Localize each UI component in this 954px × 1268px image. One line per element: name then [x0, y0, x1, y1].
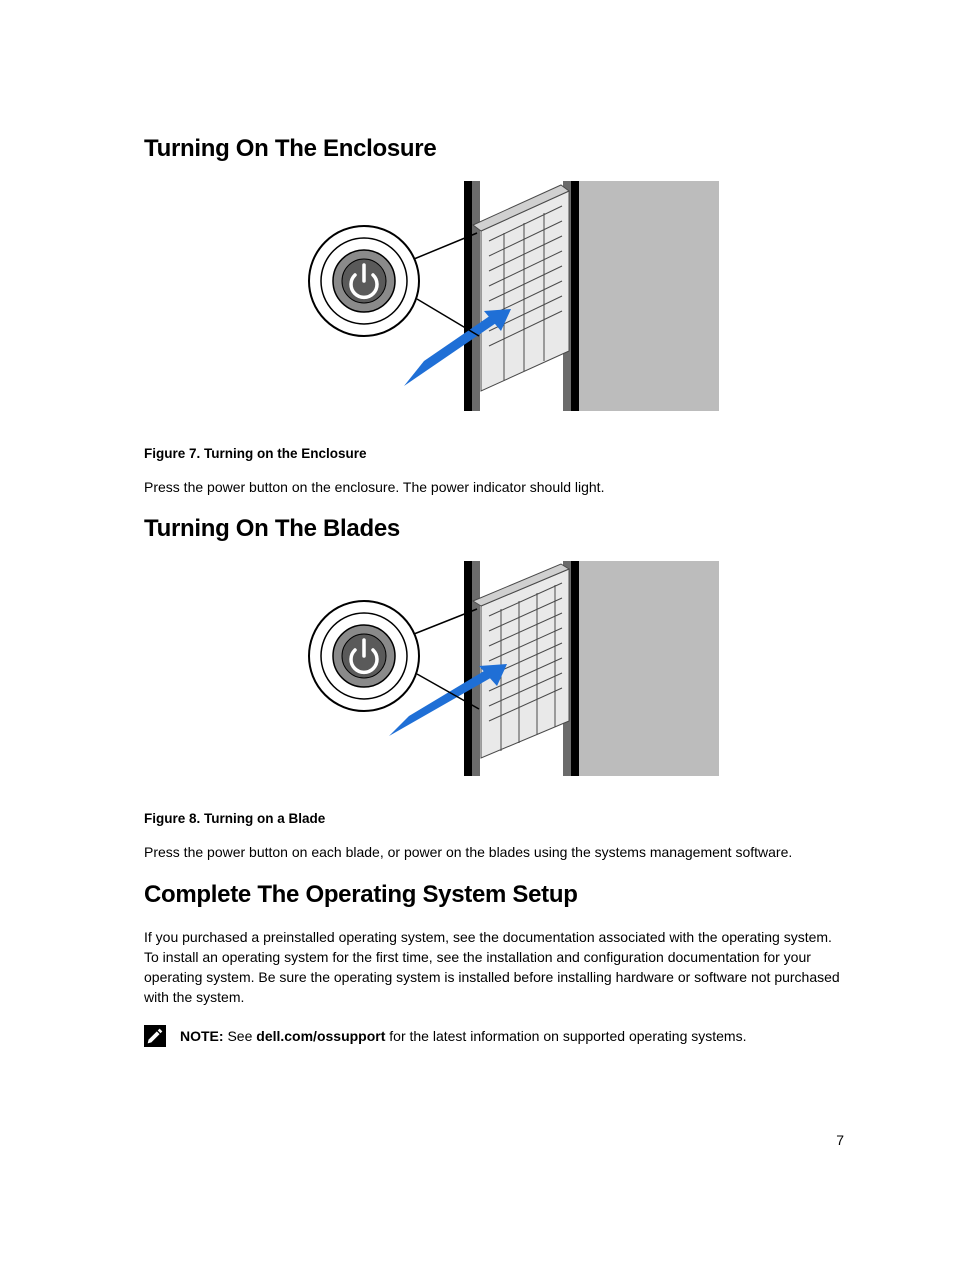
note-link-text: dell.com/ossupport — [256, 1028, 385, 1044]
note-text: NOTE: See dell.com/ossupport for the lat… — [180, 1026, 746, 1046]
note-post: for the latest information on supported … — [385, 1028, 746, 1044]
figure-7-container — [144, 181, 844, 416]
heading-turning-on-blades: Turning On The Blades — [144, 515, 844, 543]
note-label: NOTE: — [180, 1028, 224, 1044]
section3-body: If you purchased a preinstalled operatin… — [144, 927, 844, 1008]
section1-body: Press the power button on the enclosure.… — [144, 477, 844, 497]
note-block: NOTE: See dell.com/ossupport for the lat… — [144, 1026, 844, 1047]
figure-7-caption: Figure 7. Turning on the Enclosure — [144, 446, 844, 461]
section2-body: Press the power button on each blade, or… — [144, 842, 844, 862]
heading-complete-os-setup: Complete The Operating System Setup — [144, 881, 844, 909]
figure-8-container — [144, 561, 844, 781]
note-icon — [144, 1025, 166, 1047]
note-pre: See — [224, 1028, 257, 1044]
figure-7-illustration — [269, 181, 719, 411]
document-page: Turning On The Enclosure — [0, 0, 954, 1107]
heading-turning-on-enclosure: Turning On The Enclosure — [144, 135, 844, 163]
page-number: 7 — [836, 1132, 844, 1148]
figure-8-caption: Figure 8. Turning on a Blade — [144, 811, 844, 826]
figure-8-illustration — [269, 561, 719, 776]
